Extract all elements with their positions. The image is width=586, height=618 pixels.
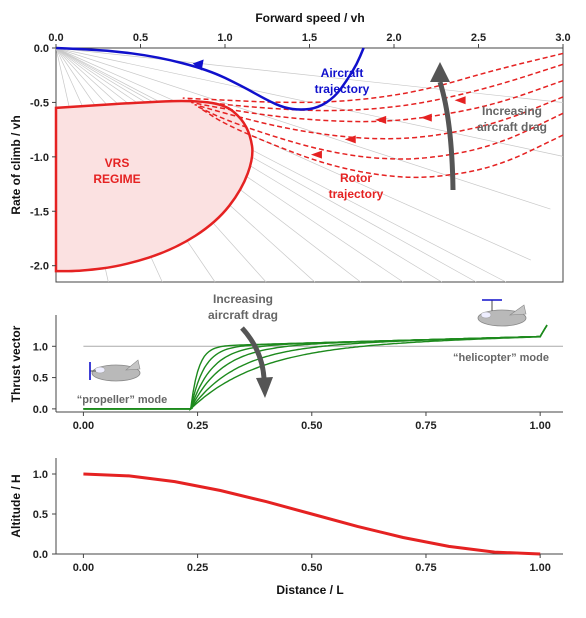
guide-line xyxy=(55,47,531,261)
x-tick-label: 1.0 xyxy=(217,32,232,44)
x-tick-label: 0.25 xyxy=(187,420,208,432)
rotor-trajectory-3 xyxy=(194,96,564,140)
panel1-y-ticks: 0.0 -0.5 -1.0 -1.5 -2.0 xyxy=(30,43,56,273)
x-tick-label: 2.0 xyxy=(386,32,401,44)
rotor-trajectory-2 xyxy=(191,79,564,123)
panel1-y-axis-label: Rate of climb / vh xyxy=(9,115,23,214)
x-tick-label: 0.00 xyxy=(73,420,94,432)
y-tick-label: -1.0 xyxy=(30,152,49,164)
y-tick-label: 0.5 xyxy=(33,509,48,521)
vrs-label-line1: VRS xyxy=(105,156,130,170)
panel3-y-axis-label: Altitude / H xyxy=(9,474,23,537)
x-tick-label: 0.5 xyxy=(133,32,148,44)
rotor-arrow-0 xyxy=(454,96,466,105)
drag-arrow-head xyxy=(430,62,450,82)
y-tick-label: 0.0 xyxy=(34,43,49,55)
altitude-line xyxy=(83,472,541,556)
altitude-panel: 0.00 0.25 0.50 0.75 1.00 0.0 0.5 1.0 Altitude … xyxy=(9,458,563,597)
rotor-trajectories xyxy=(182,52,564,179)
rotor-label-line2: trajectory xyxy=(329,187,384,201)
x-tick-label: 2.5 xyxy=(471,32,486,44)
x-tick-label: 0.00 xyxy=(73,562,94,574)
rotor-trajectory-0 xyxy=(182,52,564,104)
x-tick-label: 0.75 xyxy=(415,562,436,574)
panel1-x-axis-label: Forward speed / vh xyxy=(255,11,364,25)
y-tick-label: -1.5 xyxy=(30,206,49,218)
x-tick-label: 1.00 xyxy=(529,562,550,574)
y-tick-label: -0.5 xyxy=(30,97,49,109)
y-tick-label: 1.0 xyxy=(33,469,48,481)
propeller-mode-label: “propeller” mode xyxy=(77,394,167,406)
panel3-x-ticks: 0.00 0.25 0.50 0.75 1.00 xyxy=(73,554,551,574)
helicopter-aircraft-icon xyxy=(477,299,527,327)
y-tick-label: 1.0 xyxy=(33,341,48,353)
x-tick-label: 0.50 xyxy=(301,420,322,432)
x-tick-label: 1.00 xyxy=(529,420,550,432)
rotor-arrow-4 xyxy=(310,150,322,159)
thrust-curves xyxy=(83,324,548,411)
y-tick-label: 0.0 xyxy=(33,404,48,416)
trajectory-panel: 0.0 0.5 1.0 1.5 2.0 2.5 3.0 0.0 -0.5 -1.0 -1.5 -2.… xyxy=(9,11,571,283)
aircraft-direction-arrow xyxy=(192,59,204,71)
guide-line xyxy=(55,47,507,283)
rotor-direction-arrows xyxy=(310,96,466,159)
y-tick-label: -2.0 xyxy=(30,261,49,273)
guide-line xyxy=(55,47,477,283)
thrust-drag-arrow-shape xyxy=(240,326,267,379)
panel2-x-ticks: 0.00 0.25 0.50 0.75 1.00 xyxy=(73,412,551,432)
aircraft-trajectory-line xyxy=(55,46,365,111)
guide-line xyxy=(55,47,564,103)
drag-label-line1: Increasing xyxy=(482,104,542,118)
rotor-label-line1: Rotor xyxy=(340,171,372,185)
aircraft-label-line1: Aircraft xyxy=(321,66,364,80)
drag-arrow-shape xyxy=(437,81,456,191)
thrust-drag-label-line2: aircraft drag xyxy=(208,308,278,322)
x-tick-label: 1.5 xyxy=(302,32,317,44)
guide-line xyxy=(55,47,551,210)
thrust-curve-5 xyxy=(83,325,548,410)
rotor-trajectory-4 xyxy=(197,106,564,160)
drag-label-line2: aircraft drag xyxy=(477,120,547,134)
thrust-panel: Increasing aircraft drag “propeller” mod… xyxy=(9,292,563,432)
x-tick-label: 0.50 xyxy=(301,562,322,574)
rotor-arrow-3 xyxy=(344,135,356,144)
x-tick-label: 3.0 xyxy=(555,32,570,44)
x-tick-label: 0.75 xyxy=(415,420,436,432)
vrs-label-line2: REGIME xyxy=(93,172,140,186)
rotor-arrow-2 xyxy=(375,115,387,124)
thrust-drag-label-line1: Increasing xyxy=(213,292,273,306)
panel1-x-ticks: 0.0 0.5 1.0 1.5 2.0 2.5 3.0 xyxy=(48,32,571,48)
panel2-y-ticks: 0.0 0.5 1.0 xyxy=(33,341,56,416)
thrust-drag-arrow-head xyxy=(256,377,273,398)
vrs-regime-region xyxy=(54,99,254,273)
rotor-arrow-1 xyxy=(420,113,432,122)
propeller-aircraft-icon xyxy=(89,359,141,382)
y-tick-label: 0.5 xyxy=(33,373,48,385)
panel2-y-axis-label: Thrust vector xyxy=(9,325,23,402)
panel3-x-axis-label: Distance / L xyxy=(276,583,343,597)
aircraft-label-line2: trajectory xyxy=(315,82,370,96)
rotor-trajectory-5 xyxy=(200,108,564,179)
y-tick-label: 0.0 xyxy=(33,549,48,561)
panel3-y-ticks: 0.0 0.5 1.0 xyxy=(33,469,56,561)
rotor-trajectory-1 xyxy=(187,63,564,112)
x-tick-label: 0.0 xyxy=(48,32,63,44)
x-tick-label: 0.25 xyxy=(187,562,208,574)
helicopter-mode-label: “helicopter” mode xyxy=(453,352,549,364)
